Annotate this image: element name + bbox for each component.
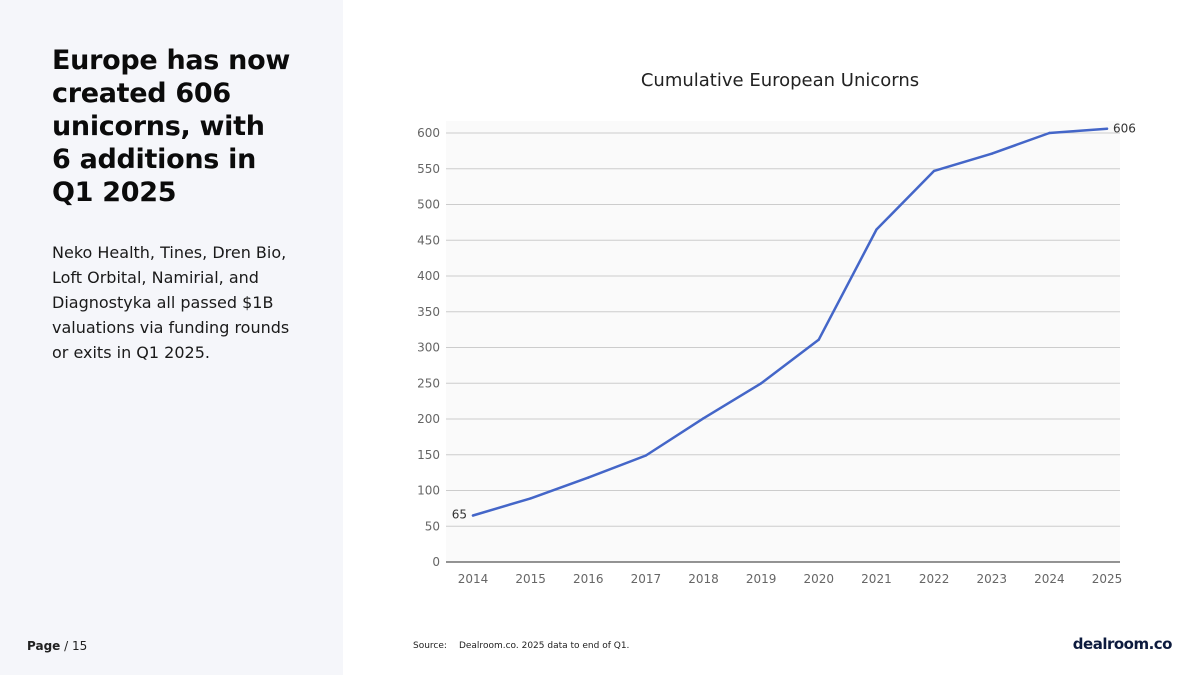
x-tick-label: 2015 (515, 572, 546, 586)
source-note: Source: Dealroom.co. 2025 data to end of … (413, 641, 629, 651)
data-point (1105, 127, 1109, 130)
chart-title: Cumulative European Unicorns (640, 70, 920, 91)
series-line (471, 127, 1109, 517)
y-tick-label: 600 (417, 126, 440, 140)
data-point (932, 169, 936, 173)
x-tick-label: 2025 (1092, 572, 1123, 586)
page-number: Page / 15 (27, 639, 87, 653)
body-text: Neko Health, Tines, Dren Bio, Loft Orbit… (52, 243, 290, 362)
y-tick-label: 150 (417, 448, 440, 462)
data-label: 606 (1113, 122, 1136, 136)
x-tick-label: 2020 (804, 572, 835, 586)
data-point (644, 454, 648, 457)
x-tick-label: 2019 (746, 572, 777, 586)
x-tick-label: 2018 (688, 572, 719, 586)
page-count: / 15 (60, 639, 88, 653)
dealroom-logo: dealroom.co (1072, 635, 1173, 653)
x-tick-label: 2024 (1034, 572, 1065, 586)
y-tick-label: 350 (417, 305, 440, 319)
data-point (471, 514, 475, 517)
data-point (875, 228, 878, 231)
data-point (990, 152, 993, 155)
y-tick-label: 400 (417, 269, 440, 283)
data-point (1048, 131, 1051, 135)
x-tick-label: 2021 (861, 572, 892, 586)
y-tick-label: 0 (432, 555, 440, 569)
x-tick-label: 2014 (458, 572, 489, 586)
y-tick-label: 200 (417, 412, 440, 426)
data-point (817, 338, 821, 341)
page-word: Page (27, 639, 61, 653)
line-chart: 0 50 100 150 200 250 300 350 400 450 500 550 600 2014… (417, 121, 1136, 586)
data-point (759, 382, 763, 385)
data-point (587, 476, 590, 479)
source-label: Source: (413, 641, 447, 651)
data-point (702, 417, 705, 420)
x-tick-label: 2016 (573, 572, 604, 586)
left-panel (0, 0, 343, 675)
y-tick-label: 550 (417, 162, 440, 176)
y-tick-label: 50 (425, 519, 440, 533)
x-tick-label: 2017 (631, 572, 662, 586)
y-tick-label: 500 (417, 198, 440, 212)
source-text: Dealroom.co. 2025 data to end of Q1. (458, 641, 630, 651)
y-tick-label: 100 (417, 484, 440, 498)
x-tick-label: 2022 (919, 572, 950, 586)
headline: Europe has now created 606 unicorns, wit… (52, 45, 290, 208)
plot-background (446, 121, 1120, 562)
data-point (529, 497, 532, 500)
data-label: 65 (452, 508, 467, 522)
y-tick-label: 450 (417, 233, 440, 247)
x-tick-label: 2023 (976, 572, 1007, 586)
y-tick-label: 300 (417, 341, 440, 355)
y-tick-label: 250 (417, 376, 440, 390)
